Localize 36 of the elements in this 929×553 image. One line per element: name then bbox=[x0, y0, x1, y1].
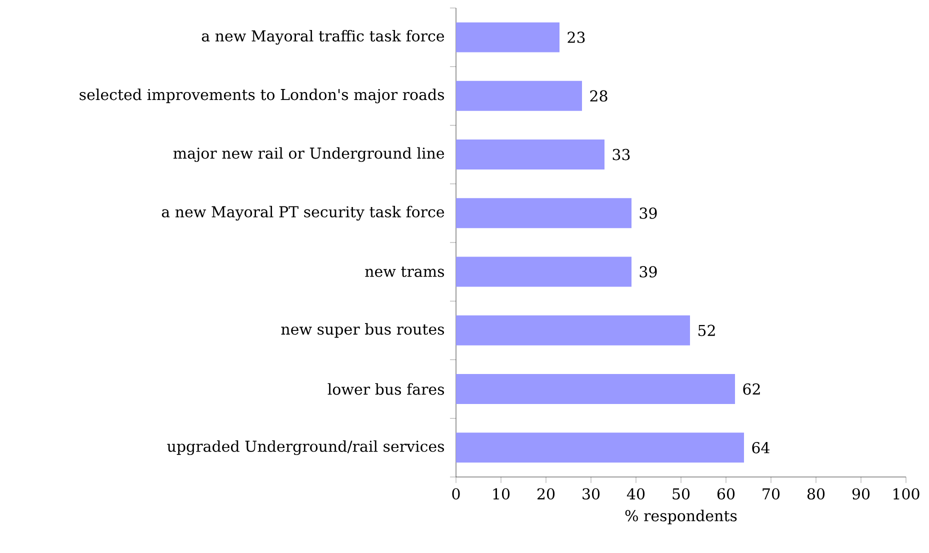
data-label: 64 bbox=[752, 442, 770, 454]
y-tick-label: a new Mayoral PT security task force bbox=[162, 206, 444, 221]
x-tick-label: 20 bbox=[537, 488, 555, 500]
data-label: 39 bbox=[640, 266, 657, 278]
data-label: 23 bbox=[568, 32, 585, 43]
x-tick-label: 10 bbox=[493, 488, 510, 500]
x-axis-title: % respondents bbox=[625, 510, 737, 524]
data-label: 39 bbox=[640, 208, 657, 219]
data-label: 52 bbox=[698, 324, 715, 336]
bar bbox=[456, 315, 690, 346]
x-tick-label: 90 bbox=[852, 488, 870, 500]
x-tick-label: 100 bbox=[894, 488, 920, 500]
y-tick-label: a new Mayoral traffic task force bbox=[202, 30, 444, 45]
bar bbox=[456, 432, 744, 463]
y-tick-label: new super bus routes bbox=[281, 323, 444, 338]
x-tick-label: 30 bbox=[582, 488, 600, 500]
bar bbox=[456, 198, 632, 228]
data-label: 33 bbox=[612, 148, 630, 160]
x-tick-label: 80 bbox=[807, 488, 825, 500]
bar bbox=[456, 256, 632, 287]
x-tick-label: 0 bbox=[452, 488, 460, 500]
bar bbox=[456, 22, 560, 52]
x-tick-label: 50 bbox=[672, 488, 690, 500]
data-label: 28 bbox=[590, 90, 608, 102]
x-tick-label: 40 bbox=[626, 488, 645, 500]
y-tick-label: major new rail or Underground line bbox=[173, 147, 444, 162]
bar bbox=[456, 374, 735, 404]
y-tick-label: lower bus fares bbox=[328, 383, 444, 395]
bar bbox=[456, 140, 604, 170]
x-tick-label: 60 bbox=[717, 488, 735, 500]
y-tick-label: selected improvements to London's major roads bbox=[80, 88, 444, 104]
y-tick-label: new trams bbox=[365, 266, 444, 278]
bar bbox=[456, 80, 582, 111]
y-tick-label: upgraded Underground/rail services bbox=[167, 440, 444, 456]
x-tick-label: 70 bbox=[762, 488, 780, 500]
data-label: 62 bbox=[743, 383, 760, 395]
